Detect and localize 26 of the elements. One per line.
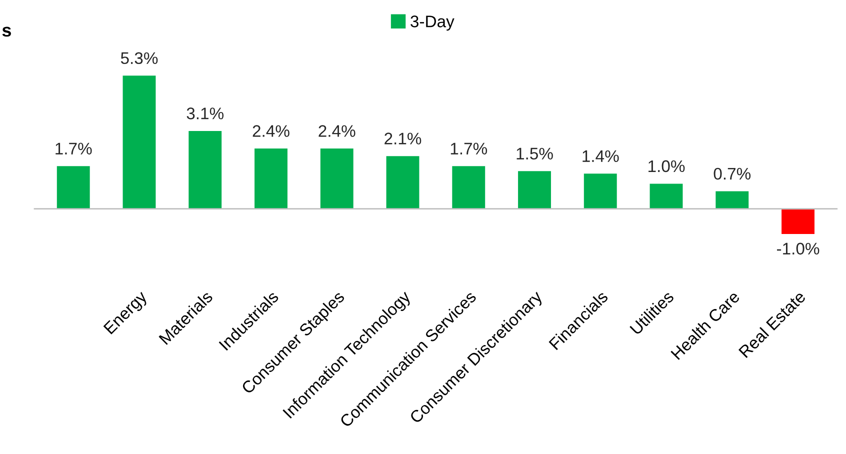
bar xyxy=(584,174,617,209)
data-label: 2.1% xyxy=(384,132,422,144)
data-label: 2.4% xyxy=(252,125,290,137)
bar xyxy=(386,156,420,209)
data-label: 1.4% xyxy=(582,150,619,162)
bar xyxy=(188,130,222,209)
bar xyxy=(782,208,814,234)
data-label: 3.1% xyxy=(186,108,224,120)
data-label: 1.7% xyxy=(56,142,92,154)
text: s xyxy=(2,26,11,37)
bar xyxy=(650,184,683,209)
bar xyxy=(518,171,551,209)
bar xyxy=(320,148,354,209)
bar xyxy=(254,148,288,209)
bar xyxy=(122,76,156,209)
data-label: 1.5% xyxy=(516,148,553,160)
data-label: 5.3% xyxy=(120,52,158,64)
bar xyxy=(56,166,90,209)
data-label: 2.4% xyxy=(318,125,356,137)
data-label: 0.7% xyxy=(714,168,751,180)
bar xyxy=(452,166,486,209)
legend-label: 3-Day xyxy=(410,16,454,31)
data-label: 1.7% xyxy=(450,142,488,154)
data-label: 1.0% xyxy=(648,160,685,172)
bar xyxy=(716,191,749,209)
data-label: -1.0% xyxy=(776,242,820,255)
